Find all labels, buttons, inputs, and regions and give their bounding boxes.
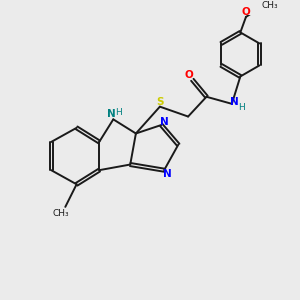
Text: CH₃: CH₃ <box>261 1 278 10</box>
Text: O: O <box>242 8 250 17</box>
Text: N: N <box>163 169 172 179</box>
Text: N: N <box>107 109 116 119</box>
Text: O: O <box>184 70 193 80</box>
Text: CH₃: CH₃ <box>53 208 69 217</box>
Text: H: H <box>238 103 245 112</box>
Text: N: N <box>230 98 239 107</box>
Text: S: S <box>157 97 164 106</box>
Text: H: H <box>116 108 122 117</box>
Text: N: N <box>160 117 169 127</box>
